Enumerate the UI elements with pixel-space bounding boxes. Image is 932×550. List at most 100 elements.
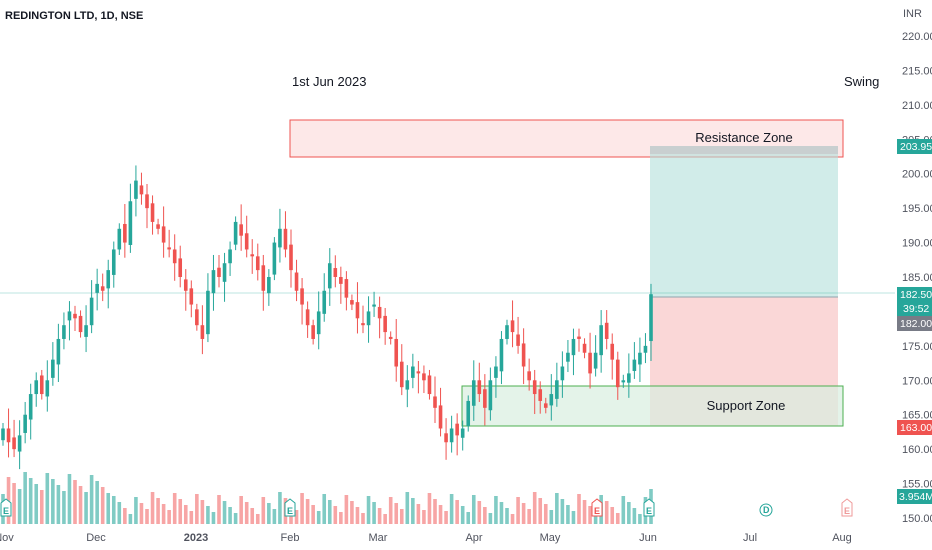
volume-bar <box>12 483 16 524</box>
candle-body <box>289 244 293 271</box>
volume-bar <box>95 481 99 524</box>
volume-bar <box>278 492 282 524</box>
volume-bar <box>372 502 376 524</box>
candle-body <box>455 423 459 436</box>
svg-text:163.00: 163.00 <box>900 422 932 434</box>
volume-bar <box>189 511 194 524</box>
candle-body <box>67 311 72 321</box>
candle-body <box>233 221 238 245</box>
time-axis[interactable]: Nov Dec 2023 Feb Mar Apr May Jun Jul Aug <box>0 532 852 544</box>
candle-body <box>78 315 83 333</box>
svg-text:E: E <box>287 506 293 516</box>
candle-body <box>394 338 399 367</box>
volume-bar <box>604 501 609 524</box>
candle-body <box>593 352 598 369</box>
volume-bar <box>377 508 382 524</box>
candle-body <box>128 201 133 245</box>
candle-body <box>383 315 387 333</box>
volume-bar <box>350 501 354 524</box>
candle-body <box>134 180 138 199</box>
candle-body <box>366 311 371 326</box>
y-tick-label: 200.00 <box>902 169 932 181</box>
volume-bar <box>56 485 61 524</box>
candle-body <box>195 309 199 326</box>
y-tick-label: 215.00 <box>902 65 932 77</box>
svg-text:182.00: 182.00 <box>900 318 932 330</box>
earnings-marker-5[interactable]: E <box>841 498 853 517</box>
volume-bar <box>477 501 482 524</box>
volume-bar <box>172 493 177 524</box>
candle-body <box>433 396 437 408</box>
candle-body <box>6 428 11 443</box>
candle-body <box>566 352 570 362</box>
volume-bar <box>588 506 592 524</box>
volume-bar <box>638 514 642 524</box>
candle-body <box>372 304 376 307</box>
target-zone[interactable] <box>650 146 838 297</box>
candle-body <box>217 267 221 277</box>
dividend-marker[interactable]: D <box>759 503 773 517</box>
x-tick-label: Jun <box>639 532 657 544</box>
volume-bar <box>632 508 637 524</box>
symbol-title: REDINGTON LTD, 1D, NSE <box>5 10 143 22</box>
candle-body <box>649 294 653 342</box>
candle-body <box>538 389 543 401</box>
candle-body <box>283 228 288 250</box>
volume-bar <box>51 479 55 524</box>
x-tick-label: Apr <box>465 532 482 544</box>
earnings-marker-3[interactable]: E <box>591 498 603 517</box>
candle-body <box>123 223 127 243</box>
volume-bar <box>267 503 271 524</box>
candle-body <box>361 323 365 326</box>
volume-bar <box>62 491 66 524</box>
volume-bar <box>183 505 188 524</box>
candle-body <box>183 279 188 291</box>
svg-text:E: E <box>844 506 850 516</box>
candle-body <box>189 288 194 305</box>
earnings-marker-2[interactable]: E <box>284 498 296 517</box>
candle-body <box>145 194 149 209</box>
volume-bar <box>427 493 432 524</box>
candle-body <box>139 185 144 195</box>
candle-body <box>405 380 410 390</box>
candle-body <box>516 334 520 346</box>
volume-bar <box>255 514 260 524</box>
volume-bar <box>322 494 327 524</box>
volume-bar <box>261 497 266 524</box>
volume-bar <box>34 484 39 524</box>
candle-body <box>73 313 77 319</box>
candle-body <box>45 380 50 397</box>
volume-bar <box>150 492 155 524</box>
candle-body <box>117 228 122 250</box>
candle-body <box>388 336 393 339</box>
candle-body <box>161 226 166 243</box>
volume-bar <box>499 502 504 524</box>
volume-bar <box>311 505 315 524</box>
earnings-marker-4[interactable]: E <box>643 498 655 517</box>
stop-price-tag: 163.00 <box>897 420 932 435</box>
volume-bar <box>45 473 50 524</box>
earnings-marker-1[interactable]: E <box>0 498 12 517</box>
y-tick-label: 170.00 <box>902 375 932 387</box>
candle-body <box>416 371 421 374</box>
y-tick-label: 210.00 <box>902 100 932 112</box>
volume-bar <box>128 514 133 524</box>
candle-body <box>12 437 16 450</box>
volume-bar <box>411 498 415 524</box>
candle-body <box>178 258 183 277</box>
volume-bar <box>627 502 631 524</box>
volume-bars <box>1 472 653 524</box>
candle-body <box>615 359 620 388</box>
candle-body <box>571 338 576 356</box>
price-axis[interactable]: 220.00215.00210.00205.00200.00195.00190.… <box>902 31 932 525</box>
candle-body <box>555 380 559 399</box>
candle-body <box>84 325 88 337</box>
volume-bar <box>344 495 349 524</box>
volume-bar <box>178 499 183 524</box>
support-zone[interactable] <box>461 385 844 427</box>
candle-body <box>577 336 581 339</box>
volume-bar <box>200 500 205 524</box>
volume-bar <box>145 509 149 524</box>
volume-bar <box>305 499 310 524</box>
